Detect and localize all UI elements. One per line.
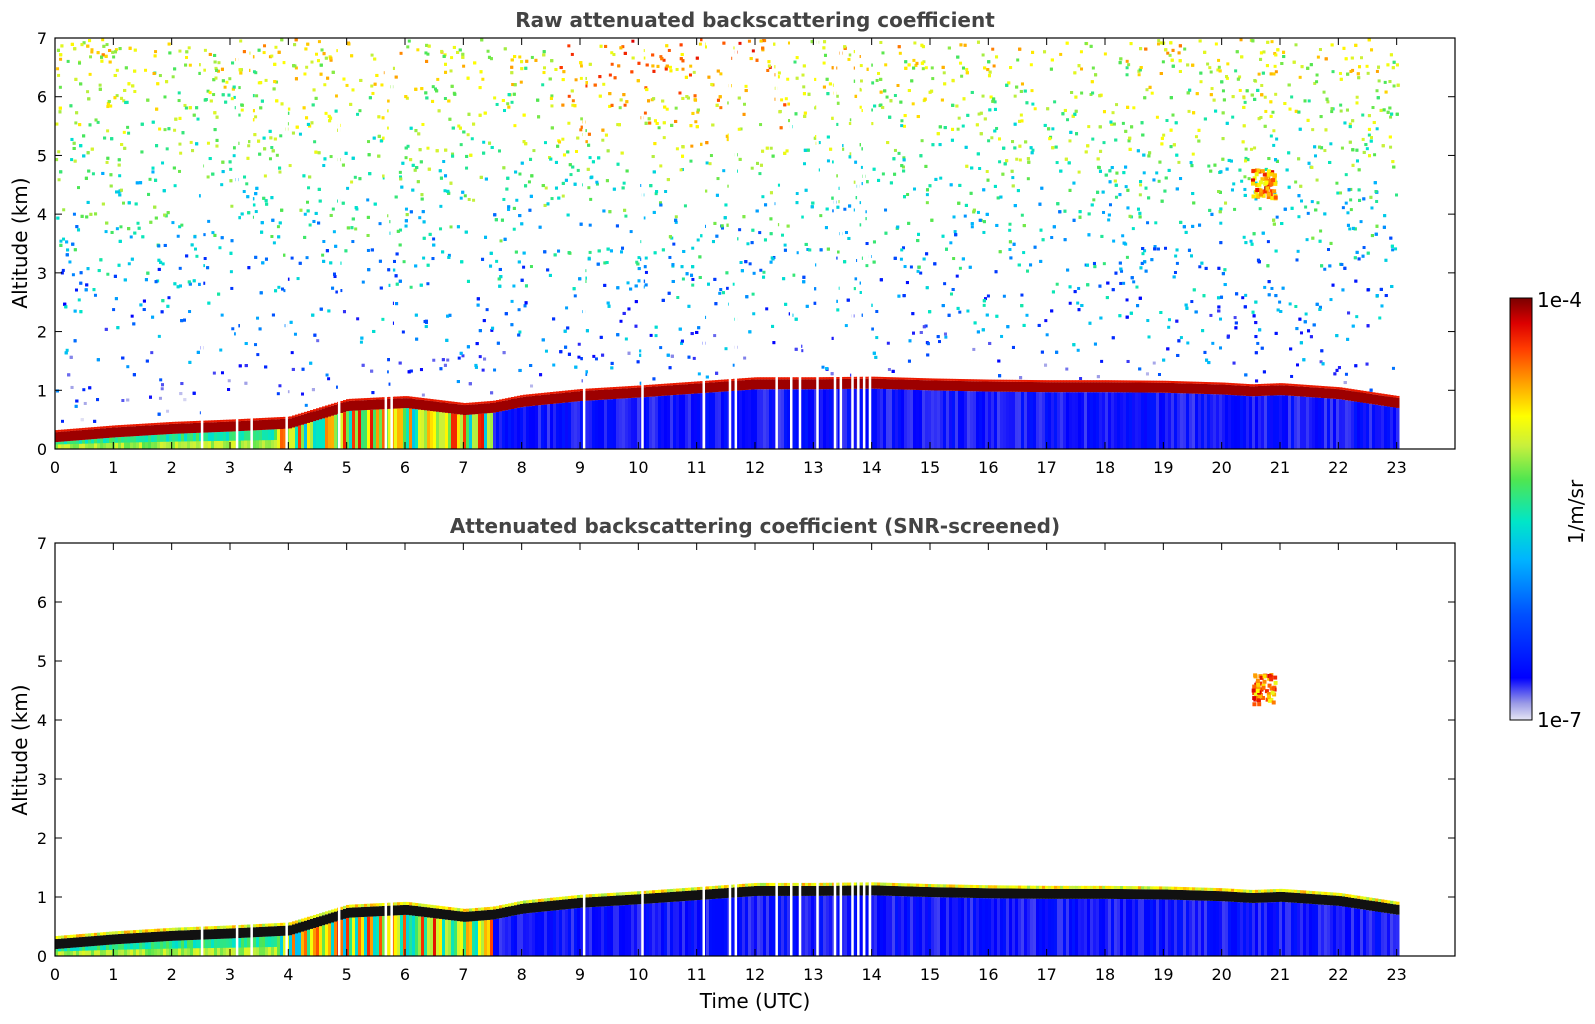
x-tick-label: 1: [108, 965, 118, 984]
x-tick-label: 10: [628, 458, 648, 477]
x-tick-label: 14: [861, 458, 881, 477]
x-tick-label: 23: [1386, 965, 1406, 984]
colorbar-max-label: 1e-4: [1537, 288, 1582, 312]
x-tick-label: 20: [1211, 965, 1231, 984]
y-tick-label: 4: [37, 711, 47, 730]
colorbar-unit-label: 1/m/sr: [1564, 479, 1588, 544]
x-tick-label: 23: [1386, 458, 1406, 477]
y-tick-label: 0: [37, 947, 47, 966]
x-tick-label: 21: [1270, 458, 1290, 477]
x-tick-label: 7: [458, 458, 468, 477]
x-tick-label: 6: [400, 458, 410, 477]
x-tick-label: 15: [920, 458, 940, 477]
panel1-title: Raw attenuated backscattering coefficien…: [515, 8, 995, 32]
x-tick-label: 13: [803, 965, 823, 984]
x-tick-label: 13: [803, 458, 823, 477]
x-tick-label: 5: [342, 965, 352, 984]
panel2-title: Attenuated backscattering coefficient (S…: [450, 514, 1060, 538]
x-tick-label: 14: [861, 965, 881, 984]
x-tick-label: 12: [745, 458, 765, 477]
x-tick-label: 11: [686, 458, 706, 477]
y-tick-label: 4: [37, 205, 47, 224]
x-tick-label: 22: [1328, 965, 1348, 984]
x-tick-label: 2: [167, 965, 177, 984]
x-tick-label: 7: [458, 965, 468, 984]
x-tick-label: 21: [1270, 965, 1290, 984]
x-tick-label: 17: [1036, 965, 1056, 984]
x-tick-label: 1: [108, 458, 118, 477]
x-tick-label: 4: [283, 458, 293, 477]
colorbar: 1e-4 1e-7 1/m/sr: [1510, 288, 1588, 732]
panel1-heatmap: [55, 38, 1400, 449]
x-tick-label: 20: [1211, 458, 1231, 477]
x-tick-label: 16: [978, 458, 998, 477]
x-tick-label: 5: [342, 458, 352, 477]
x-tick-label: 3: [225, 965, 235, 984]
x-tick-label: 16: [978, 965, 998, 984]
y-tick-label: 0: [37, 440, 47, 459]
y-tick-label: 5: [37, 146, 47, 165]
x-tick-label: 12: [745, 965, 765, 984]
x-tick-label: 0: [50, 965, 60, 984]
y-tick-label: 3: [37, 770, 47, 789]
y-tick-label: 2: [37, 829, 47, 848]
colorbar-gradient: [1510, 298, 1532, 720]
y-tick-label: 1: [37, 381, 47, 400]
x-tick-label: 2: [167, 458, 177, 477]
x-tick-label: 18: [1095, 965, 1115, 984]
x-tick-label: 19: [1153, 458, 1173, 477]
colorbar-min-label: 1e-7: [1537, 708, 1582, 732]
x-tick-label: 17: [1036, 458, 1056, 477]
x-tick-label: 10: [628, 965, 648, 984]
x-tick-label: 4: [283, 965, 293, 984]
x-tick-label: 3: [225, 458, 235, 477]
x-tick-label: 8: [517, 965, 527, 984]
x-tick-label: 19: [1153, 965, 1173, 984]
y-tick-label: 6: [37, 593, 47, 612]
y-tick-label: 7: [37, 29, 47, 48]
y-tick-label: 1: [37, 888, 47, 907]
y-tick-label: 2: [37, 323, 47, 342]
panel1-y-label: Altitude (km): [8, 177, 32, 308]
x-tick-label: 22: [1328, 458, 1348, 477]
x-tick-label: 8: [517, 458, 527, 477]
x-tick-label: 15: [920, 965, 940, 984]
x-tick-label: 9: [575, 458, 585, 477]
x-tick-label: 9: [575, 965, 585, 984]
y-tick-label: 6: [37, 88, 47, 107]
y-tick-label: 7: [37, 534, 47, 553]
x-tick-label: 6: [400, 965, 410, 984]
panel2-heatmap: [55, 543, 1400, 956]
panel2-y-label: Altitude (km): [8, 684, 32, 815]
y-tick-label: 3: [37, 264, 47, 283]
y-tick-label: 5: [37, 652, 47, 671]
x-tick-label: 11: [686, 965, 706, 984]
x-tick-label: 18: [1095, 458, 1115, 477]
panel2-x-label: Time (UTC): [699, 989, 811, 1013]
x-tick-label: 0: [50, 458, 60, 477]
